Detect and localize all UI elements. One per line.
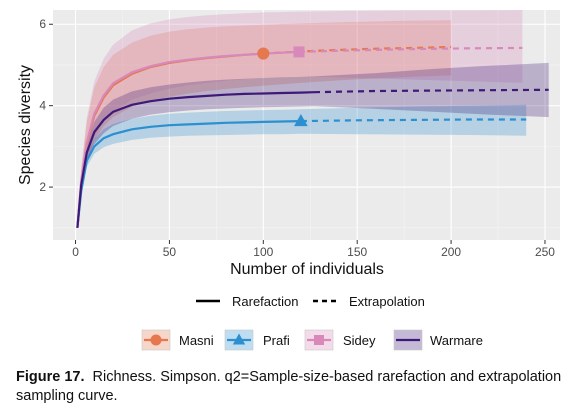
confidence-band <box>77 10 523 228</box>
legend-label: Prafi <box>263 333 290 348</box>
extrapolation-line <box>263 45 452 55</box>
grid-minor <box>53 10 560 240</box>
confidence-band <box>77 104 527 228</box>
triangle-marker <box>294 113 308 127</box>
y-tick-label: 2 <box>39 180 46 194</box>
caption-text: Richness. Simpson. q2=Sample-size-based … <box>16 369 562 404</box>
x-tick-label: 250 <box>535 245 555 259</box>
confidence-band <box>77 62 549 228</box>
x-tick-label: 0 <box>72 245 79 259</box>
extrapolation-line <box>300 118 527 123</box>
legend-label: Sidey <box>343 333 376 348</box>
circle-marker <box>257 47 270 60</box>
extrapolation-line <box>298 46 523 53</box>
x-tick-label: 100 <box>253 245 273 259</box>
confidence-band <box>77 20 452 228</box>
extrapolation-legend-label: Extrapolation <box>349 294 425 309</box>
circle-marker <box>150 334 162 346</box>
x-tick-label: 200 <box>441 245 461 259</box>
y-tick-label: 6 <box>39 17 46 31</box>
square-marker <box>293 46 305 58</box>
observed-markers <box>257 46 308 127</box>
axes: 0 50 100 150 200 250 2 4 6 <box>39 17 555 259</box>
diversity-chart: 0 50 100 150 200 250 2 4 6 Number of individuals… <box>17 10 560 351</box>
legend-label: Masni <box>179 333 214 348</box>
rarefaction-line <box>76 120 301 228</box>
x-tick-label: 50 <box>163 245 177 259</box>
square-marker <box>314 335 324 345</box>
group-legend: Masni Prafi Sidey Warmare <box>141 329 483 351</box>
series-lines <box>76 45 549 228</box>
caption-label: Figure 17. <box>16 369 85 385</box>
legend-label: Warmare <box>430 333 483 348</box>
y-axis-title: Species diversity <box>17 65 34 185</box>
x-axis-title: Number of individuals <box>230 261 384 278</box>
rarefaction-line <box>76 50 300 228</box>
rarefaction-line <box>76 91 315 228</box>
rarefaction-legend-label: Rarefaction <box>232 294 298 309</box>
confidence-bands <box>77 10 549 228</box>
triangle-marker <box>232 333 246 345</box>
y-tick-label: 4 <box>39 99 46 113</box>
figure-caption: Figure 17. Richness. Simpson. q2=Sample-s… <box>16 368 568 406</box>
linetype-legend: Rarefaction Extrapolation <box>196 294 425 309</box>
x-tick-label: 150 <box>347 245 367 259</box>
